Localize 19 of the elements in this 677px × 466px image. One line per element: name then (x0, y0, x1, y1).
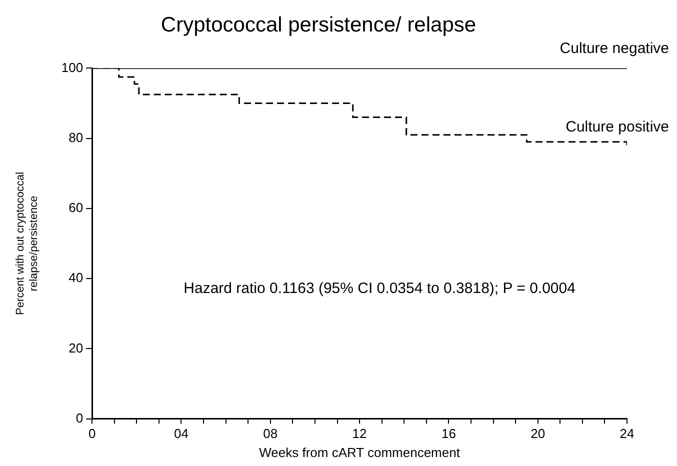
y-tick-label: 60 (68, 200, 84, 216)
chart-title: Cryptococcal persistence/ relapse (160, 13, 476, 36)
x-tick-label: 12 (352, 426, 367, 442)
y-tick-label: 0 (76, 410, 84, 426)
x-tick-label: 16 (441, 426, 456, 442)
x-axis-title: Weeks from cART commencement (259, 444, 460, 460)
series-label: Culture negative (560, 40, 669, 57)
y-axis-title: Percent with out cryptococcal relapse/persistence (14, 172, 40, 316)
x-tick-label: 0 (88, 426, 96, 442)
y-tick-label: 80 (68, 130, 84, 145)
annotation: Hazard ratio 0.1163 (95% CI 0.0354 to 0.3818); P = 0.0004 (184, 280, 576, 298)
x-tick-label: 20 (530, 426, 546, 442)
x-tick-label: 24 (620, 426, 634, 442)
series-label: Culture positive (566, 118, 669, 136)
x-tick-label: 04 (174, 426, 188, 442)
x-tick-label: 08 (263, 426, 278, 442)
y-tick-label: 20 (68, 340, 84, 356)
y-tick-label: 40 (68, 270, 84, 286)
y-tick-label: 100 (61, 60, 84, 75)
